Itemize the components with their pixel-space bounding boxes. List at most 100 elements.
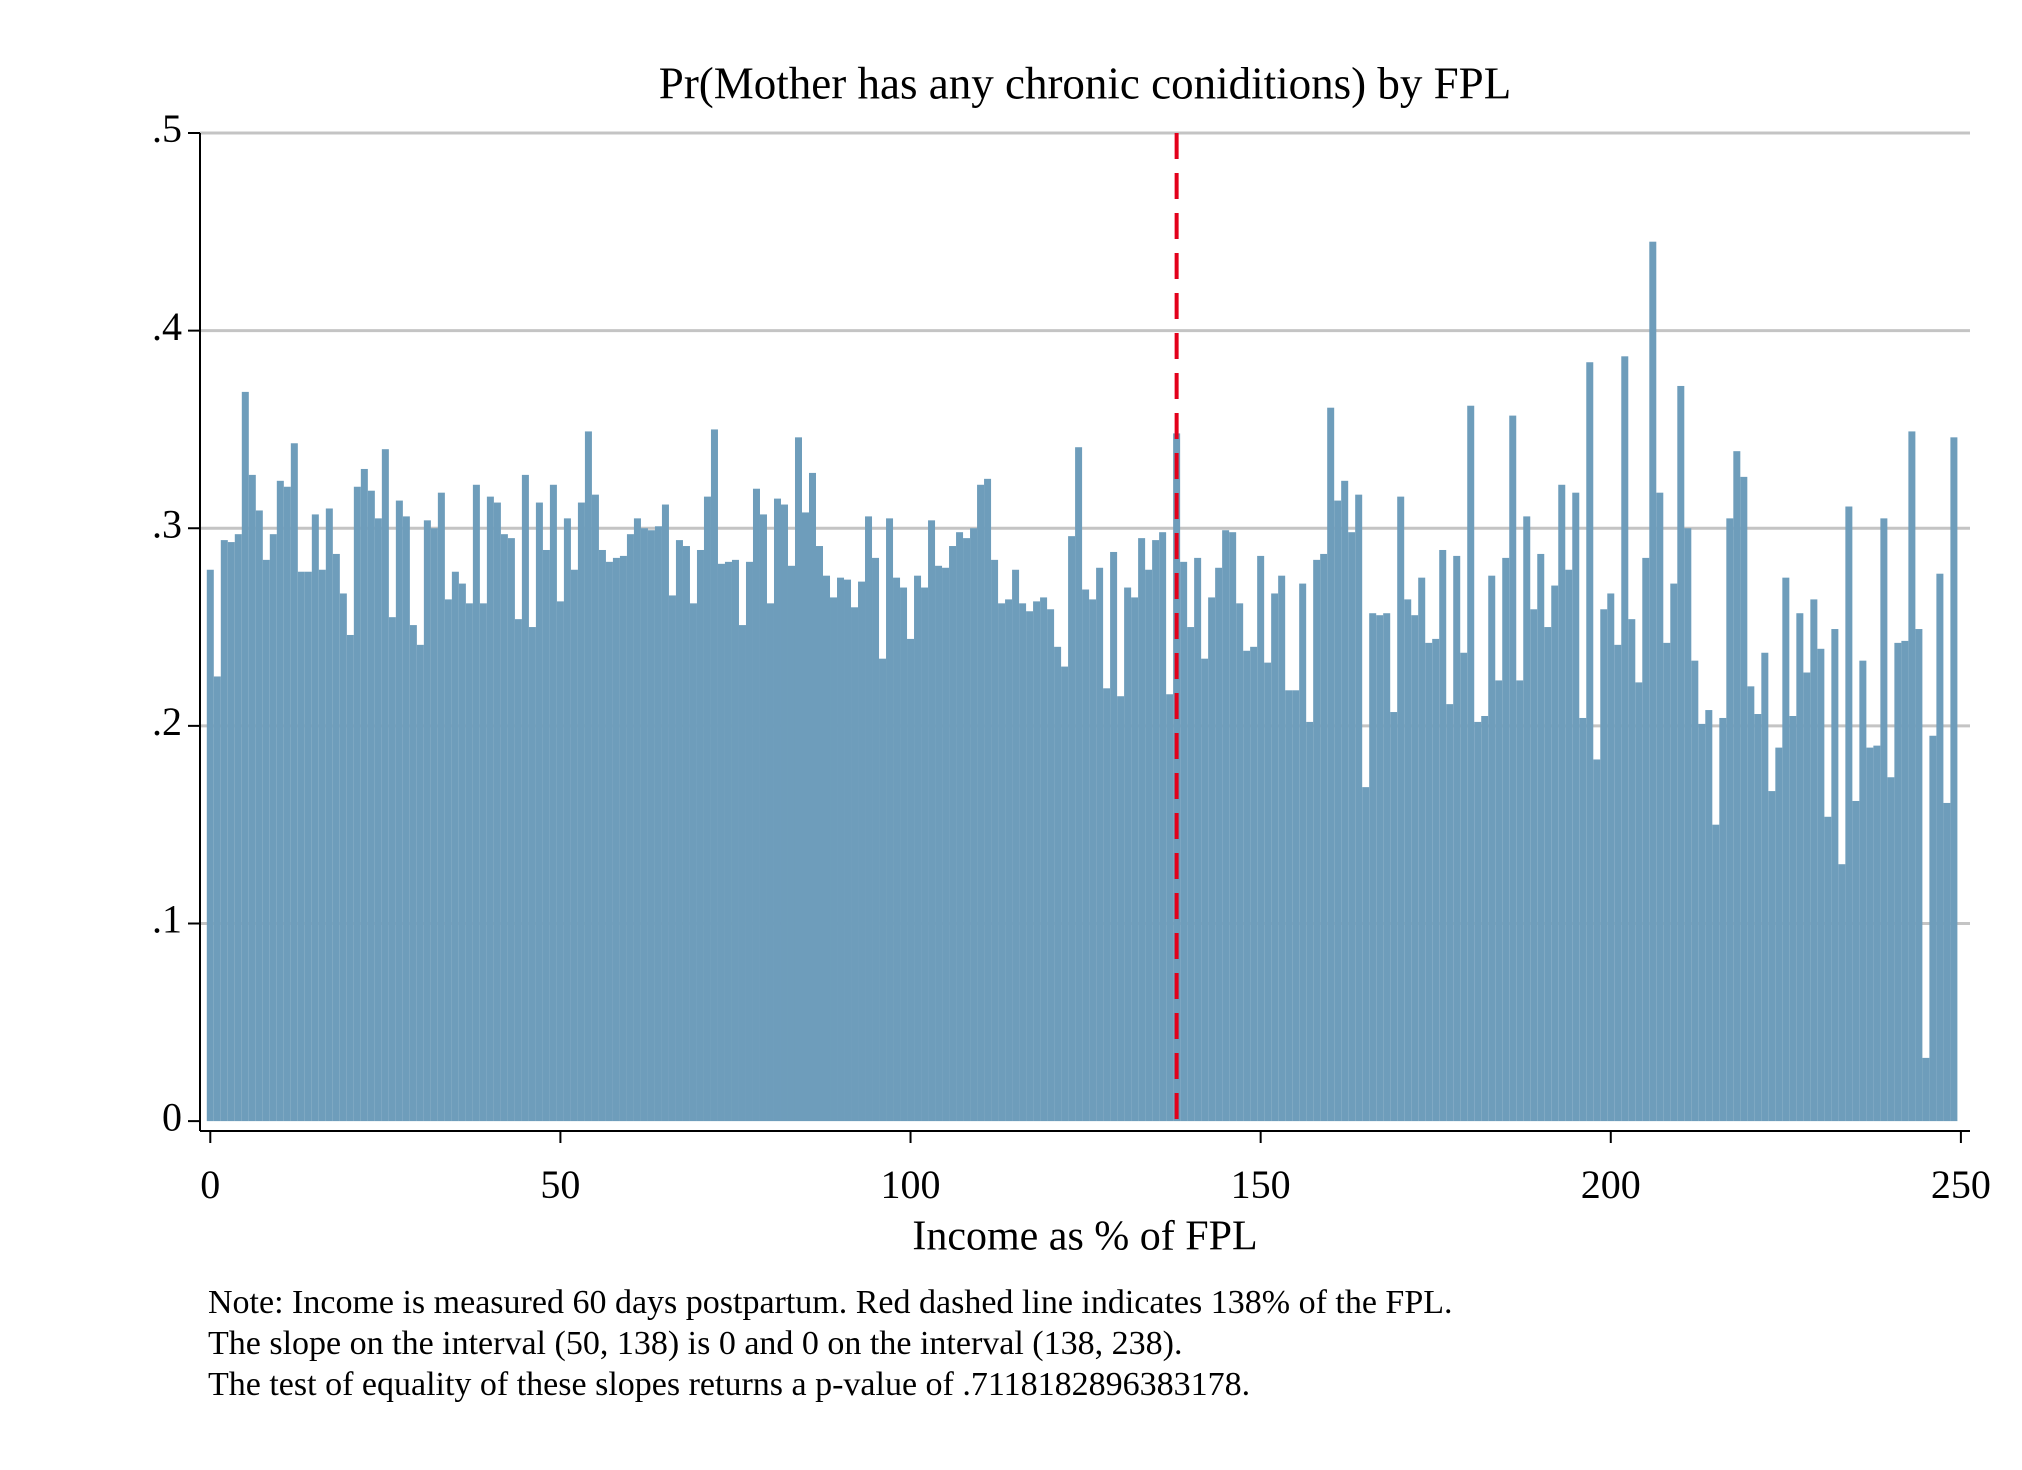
bar <box>801 512 809 1122</box>
bar <box>1684 528 1692 1122</box>
bar <box>823 575 831 1122</box>
bar <box>1271 593 1279 1122</box>
bar <box>1698 723 1706 1122</box>
bar <box>1075 447 1083 1122</box>
bar <box>1796 613 1804 1122</box>
bar <box>1264 662 1272 1122</box>
bar <box>724 561 732 1122</box>
bar <box>1047 609 1055 1122</box>
bar <box>984 478 992 1122</box>
bar <box>1740 476 1748 1122</box>
bar <box>612 557 620 1122</box>
bar <box>1537 553 1545 1122</box>
bar <box>1208 597 1216 1122</box>
bar <box>1215 567 1223 1122</box>
bar <box>437 492 445 1122</box>
bar <box>227 542 235 1122</box>
bar <box>1859 660 1867 1122</box>
bar <box>851 607 859 1122</box>
bar <box>830 597 838 1122</box>
bar <box>276 480 284 1122</box>
bar <box>283 486 291 1122</box>
bar <box>942 567 950 1122</box>
bar <box>332 553 340 1122</box>
bar <box>1712 824 1720 1122</box>
bar <box>1866 747 1874 1122</box>
bar <box>1418 577 1426 1122</box>
bar <box>1201 658 1209 1122</box>
bar <box>1453 555 1461 1122</box>
bar <box>1803 672 1811 1122</box>
bar <box>1187 627 1195 1122</box>
bar <box>1831 629 1839 1122</box>
bar <box>458 583 466 1122</box>
bar <box>647 530 655 1122</box>
bar <box>1432 638 1440 1122</box>
bar <box>1103 688 1111 1122</box>
bar <box>1551 585 1559 1122</box>
bar <box>500 534 508 1122</box>
bar <box>1355 494 1363 1122</box>
x-axis-label: Income as % of FPL <box>912 1214 1257 1260</box>
bar <box>535 502 543 1122</box>
bar <box>479 603 487 1122</box>
bar <box>1845 506 1853 1122</box>
bar <box>465 603 473 1122</box>
bar <box>360 468 368 1122</box>
bar <box>1789 715 1797 1122</box>
y-tick-label: .2 <box>152 699 182 744</box>
bar <box>1586 362 1594 1122</box>
bar <box>752 488 760 1122</box>
bar <box>1929 735 1937 1122</box>
x-tick-label: 100 <box>881 1162 941 1207</box>
bar <box>633 518 641 1122</box>
bar <box>353 486 361 1122</box>
note-line: Note: Income is measured 60 days postpar… <box>208 1284 1453 1321</box>
bar <box>1873 745 1881 1122</box>
bar <box>1411 615 1419 1122</box>
bar <box>1229 532 1237 1122</box>
bar <box>1495 680 1503 1122</box>
bar <box>1054 646 1062 1122</box>
x-tick-label: 50 <box>540 1162 580 1207</box>
bar <box>696 549 704 1122</box>
bar <box>549 484 557 1122</box>
bar <box>1922 1057 1930 1122</box>
bar <box>970 528 978 1122</box>
bar <box>1656 492 1664 1122</box>
x-tick-label: 150 <box>1231 1162 1291 1207</box>
bar <box>1096 567 1104 1122</box>
bar <box>640 528 648 1122</box>
bar <box>619 555 627 1122</box>
bar <box>1446 704 1454 1122</box>
bar <box>1719 717 1727 1122</box>
bar <box>1327 407 1335 1122</box>
bar <box>1761 652 1769 1122</box>
bar <box>1642 557 1650 1122</box>
bar <box>1383 613 1391 1122</box>
bar <box>367 490 375 1122</box>
bar <box>1110 551 1118 1122</box>
bar <box>1565 569 1573 1122</box>
bar <box>1915 629 1923 1122</box>
bar <box>893 577 901 1122</box>
bar <box>1691 660 1699 1122</box>
bar <box>1901 640 1909 1122</box>
bar <box>1943 802 1951 1122</box>
bar <box>1621 356 1629 1122</box>
bar <box>1768 791 1776 1122</box>
bar <box>514 619 522 1122</box>
chart-title: Pr(Mother has any chronic coniditions) b… <box>659 58 1511 108</box>
bar <box>1285 690 1293 1122</box>
bar <box>423 520 431 1122</box>
bar <box>1467 405 1475 1122</box>
bar <box>1558 484 1566 1122</box>
bar <box>556 601 564 1122</box>
bar <box>1138 538 1146 1122</box>
bar <box>1306 721 1314 1122</box>
bar <box>1572 492 1580 1122</box>
bar <box>1607 593 1615 1122</box>
bar <box>1747 686 1755 1122</box>
bar <box>591 494 599 1122</box>
bar <box>1817 648 1825 1122</box>
